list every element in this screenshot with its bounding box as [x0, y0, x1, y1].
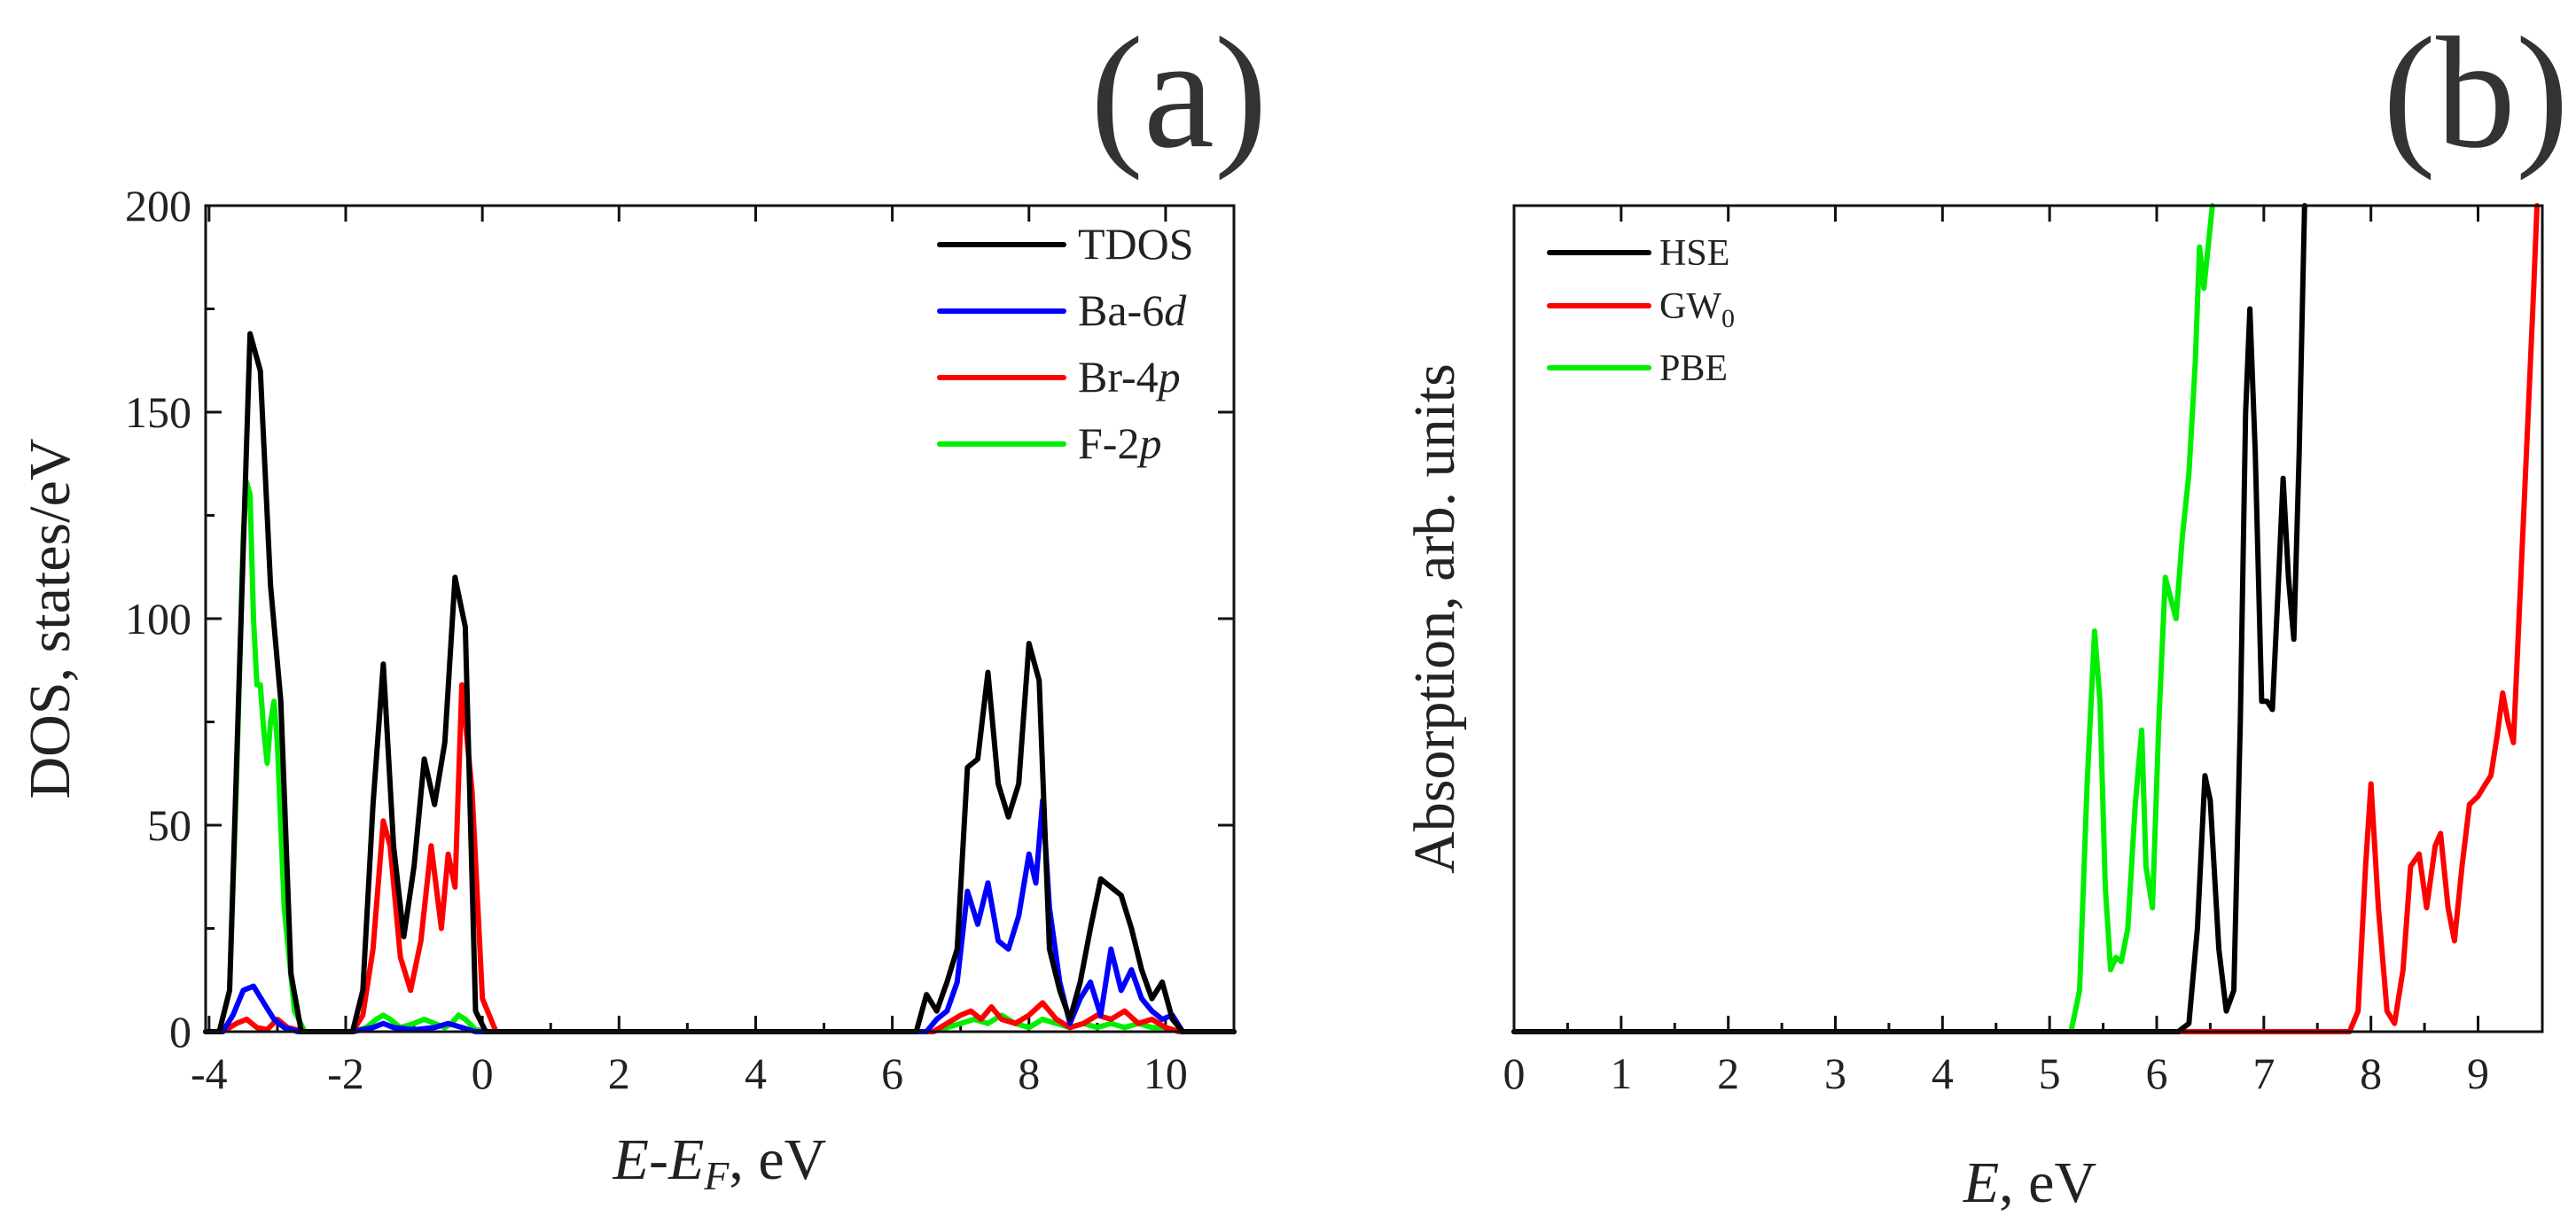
- x-title-dash: -: [649, 1127, 668, 1192]
- panel-label-b: (b): [2383, 4, 2569, 181]
- legend-label-br-4p: Br-4p: [1078, 352, 1181, 402]
- panel-b-plot-frame: [1512, 204, 2544, 1033]
- x-title-rest: , eV: [729, 1127, 826, 1192]
- legend-label-gw-sub: 0: [1721, 304, 1735, 333]
- legend-label-f-2p: F-2p: [1078, 418, 1161, 468]
- legend-label-pbe-name: PBE: [1659, 348, 1728, 389]
- legend-label-br-orbital: p: [1156, 352, 1181, 402]
- panel-b-y-axis-title: Absorption, arb. units: [1402, 363, 1467, 874]
- x-tick-label: 0: [472, 1049, 494, 1098]
- x-tick-label: 8: [2360, 1049, 2382, 1098]
- y-tick-label: 50: [147, 800, 191, 850]
- x-tick-label: -4: [191, 1049, 228, 1098]
- legend-entry-br-4p: Br-4p: [937, 352, 1181, 402]
- legend-entry-hse: HSE: [1547, 233, 1729, 274]
- x-title-E: E: [613, 1127, 649, 1192]
- y-tick-label: 150: [125, 387, 191, 437]
- legend-label-hse: HSE: [1659, 233, 1729, 274]
- x-title-b-E: E: [1963, 1150, 1999, 1215]
- y-tick-label: 0: [169, 1007, 191, 1057]
- panel-b-legend: HSE GW0 PBE: [1547, 233, 1735, 389]
- x-tick-label: 4: [1932, 1049, 1954, 1098]
- legend-label-f-orbital: p: [1136, 418, 1161, 468]
- x-tick-label: 8: [1018, 1049, 1040, 1098]
- series-line-f-2p: [203, 480, 1237, 1034]
- x-tick-label: 3: [1824, 1049, 1846, 1098]
- x-tick-label: 10: [1144, 1049, 1188, 1098]
- y-tick-label: 200: [125, 181, 191, 230]
- legend-label-ba-6d: Ba-6d: [1078, 285, 1187, 335]
- x-tick-label: 2: [1717, 1049, 1739, 1098]
- legend-entry-gw0: GW0: [1547, 286, 1735, 333]
- legend-entry-pbe: PBE: [1547, 348, 1728, 389]
- legend-label-f-name: F-2: [1078, 418, 1139, 468]
- panel-b-x-axis-title: E, eV: [1963, 1150, 2096, 1215]
- x-title-sub-F: F: [703, 1153, 730, 1198]
- legend-entry-f-2p: F-2p: [937, 418, 1161, 468]
- panel-b-absorption: (b) 0 1 2 3 4 5 6 7 8 9 Absorption, arb. units E,…: [1402, 4, 2569, 1215]
- legend-label-tdos-name: TDOS: [1078, 219, 1194, 269]
- x-tick-label: 4: [745, 1049, 767, 1098]
- series-line-gw0: [1511, 203, 2540, 1034]
- legend-entry-tdos: TDOS: [937, 219, 1194, 269]
- x-tick-label: 0: [1503, 1049, 1526, 1098]
- x-tick-label: 5: [2039, 1049, 2061, 1098]
- x-tick-label: 1: [1610, 1049, 1632, 1098]
- x-tick-label: -2: [327, 1049, 364, 1098]
- x-tick-label: 2: [608, 1049, 630, 1098]
- legend-label-ba-name: Ba-6: [1078, 285, 1164, 335]
- x-tick-label: 6: [2146, 1049, 2168, 1098]
- legend-entry-ba-6d: Ba-6d: [937, 285, 1187, 335]
- panel-a-x-axis-title: E-EF, eV: [613, 1127, 827, 1198]
- series-line-ba-6d: [203, 798, 1237, 1034]
- panel-b-curves: [1511, 203, 2540, 1034]
- x-title-b-rest: , eV: [1999, 1150, 2096, 1215]
- x-tick-label: 9: [2467, 1049, 2489, 1098]
- legend-label-tdos: TDOS: [1078, 219, 1194, 269]
- x-tick-label: 6: [881, 1049, 903, 1098]
- legend-label-br-name: Br-4: [1078, 352, 1159, 402]
- panel-a-plot-frame: [204, 204, 1236, 1033]
- legend-label-hse-name: HSE: [1659, 233, 1729, 274]
- panel-a-legend: TDOS Ba-6d Br-4p F-2p: [937, 219, 1194, 468]
- y-tick-label: 100: [125, 594, 191, 643]
- x-title-E2: E: [667, 1127, 704, 1192]
- legend-label-gw-name: GW: [1659, 286, 1721, 327]
- panel-label-a: (a): [1090, 4, 1268, 181]
- legend-label-pbe: PBE: [1659, 348, 1728, 389]
- panel-a-y-axis-title: DOS, states/eV: [18, 439, 82, 799]
- series-line-pbe: [1511, 203, 2215, 1034]
- x-tick-label: 7: [2252, 1049, 2275, 1098]
- legend-label-gw0: GW0: [1659, 286, 1735, 333]
- panel-b-ticks: [1512, 206, 2479, 1032]
- legend-label-ba-orbital: d: [1164, 285, 1187, 335]
- panel-b-tick-labels: 0 1 2 3 4 5 6 7 8 9: [1503, 1049, 2490, 1098]
- series-line-hse: [1511, 203, 2307, 1034]
